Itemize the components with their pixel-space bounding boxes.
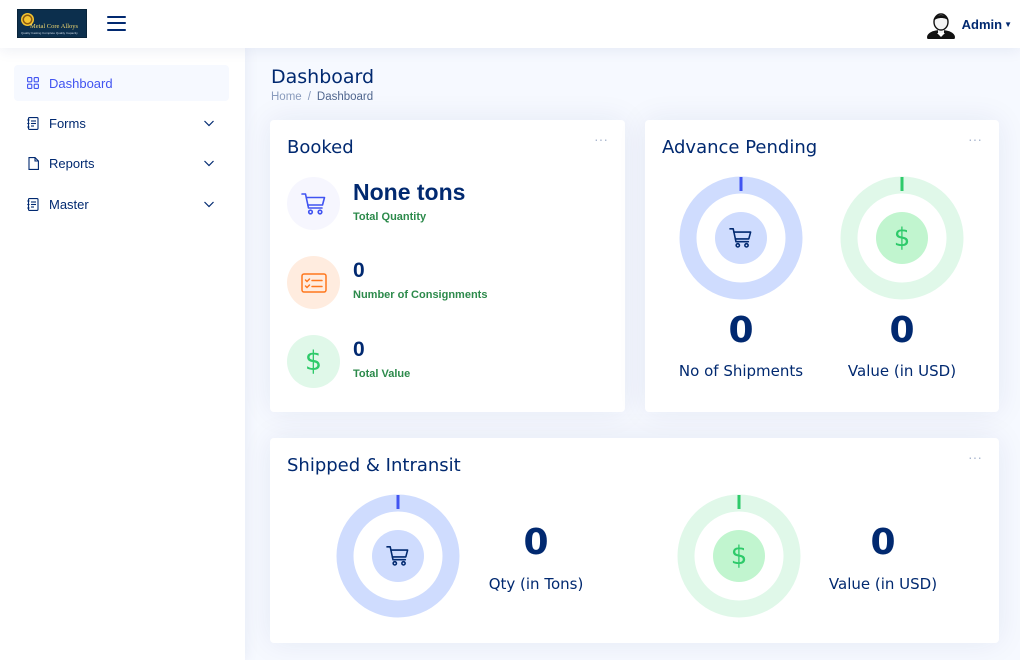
chevron-down-icon	[204, 120, 214, 127]
sidebar-item-forms[interactable]: Forms	[14, 105, 229, 141]
sidebar-item-master[interactable]: Master	[14, 186, 229, 222]
value-usd-label: Value (in USD)	[828, 575, 938, 593]
logo-sunflower-icon	[21, 13, 34, 26]
logo-brand-text: Metal Core Alloys	[30, 23, 79, 30]
card-title: Advance Pending	[662, 137, 818, 158]
shipments-count: 0	[728, 310, 754, 351]
cart-icon	[715, 212, 767, 264]
booked-row-total-value: $ 0 Total Value	[287, 335, 587, 389]
admin-username: Admin	[961, 16, 1003, 32]
top-header: Metal Core Alloys Quality Casting Comple…	[0, 0, 1020, 48]
journal-text-icon	[26, 116, 40, 130]
chevron-down-icon	[204, 201, 214, 208]
donut-progress-marker	[739, 177, 743, 191]
dollar-icon: $	[713, 530, 765, 582]
booked-card: Booked ··· None tons Total Quantity 0 Nu…	[270, 120, 625, 412]
breadcrumb-current: Dashboard	[316, 91, 374, 103]
page-title: Dashboard	[271, 66, 375, 88]
donut-progress-marker	[900, 177, 904, 191]
donut-progress-marker	[737, 495, 741, 509]
total-quantity-label: Total Quantity	[353, 211, 427, 223]
advance-pending-card: Advance Pending ··· 0 No of Shipments $ …	[645, 120, 999, 412]
logo-tagline: Quality Casting Complete Quality Capacit…	[21, 31, 78, 35]
card-title: Shipped & Intransit	[287, 455, 461, 476]
journal-text-icon	[26, 197, 40, 211]
sidebar-item-label: Dashboard	[49, 75, 113, 91]
total-value-label: Total Value	[353, 368, 411, 380]
booked-row-consignments: 0 Number of Consignments	[287, 256, 587, 310]
more-options-icon[interactable]: ···	[968, 449, 982, 465]
grid-icon	[26, 76, 40, 90]
card-title: Booked	[287, 137, 354, 158]
qty-tons-label: Qty (in Tons)	[488, 575, 584, 593]
breadcrumb-home-link[interactable]: Home	[271, 91, 302, 103]
chevron-down-icon	[204, 160, 214, 167]
shipped-intransit-card: Shipped & Intransit ··· 0 Qty (in Tons) …	[270, 438, 999, 643]
caret-down-icon: ▼	[1004, 19, 1012, 29]
consignments-value: 0	[353, 259, 365, 282]
sidebar: Dashboard Forms Reports Master	[0, 48, 245, 660]
value-usd-label: Value (in USD)	[847, 362, 957, 380]
value-usd-donut: $	[677, 494, 801, 618]
cart-icon	[287, 177, 340, 230]
consignments-label: Number of Consignments	[353, 289, 488, 301]
profile-dropdown[interactable]: Admin ▼	[926, 8, 1012, 40]
sidebar-item-dashboard[interactable]: Dashboard	[14, 65, 229, 101]
donut-progress-marker	[396, 495, 400, 509]
dollar-icon: $	[287, 335, 340, 388]
breadcrumb: Home / Dashboard	[271, 91, 373, 103]
file-icon	[26, 156, 40, 170]
shipments-donut	[679, 176, 803, 300]
qty-tons-value: 0	[523, 522, 549, 563]
sidebar-item-label: Master	[49, 196, 89, 212]
cart-icon	[372, 530, 424, 582]
company-logo[interactable]: Metal Core Alloys Quality Casting Comple…	[17, 9, 87, 38]
total-value-value: 0	[353, 338, 365, 361]
value-usd-donut: $	[840, 176, 964, 300]
qty-tons-donut	[336, 494, 460, 618]
value-usd-amount: 0	[870, 522, 896, 563]
sidebar-item-label: Forms	[49, 115, 86, 131]
sidebar-item-reports[interactable]: Reports	[14, 145, 229, 181]
hamburger-menu-icon[interactable]	[107, 15, 126, 32]
value-usd-amount: 0	[889, 310, 915, 351]
sidebar-item-label: Reports	[49, 155, 95, 171]
card-checklist-icon	[287, 256, 340, 309]
booked-row-quantity: None tons Total Quantity	[287, 177, 587, 231]
shipments-label: No of Shipments	[678, 362, 804, 380]
more-options-icon[interactable]: ···	[594, 131, 608, 147]
dollar-icon: $	[876, 212, 928, 264]
more-options-icon[interactable]: ···	[968, 131, 982, 147]
avatar	[926, 13, 955, 39]
total-quantity-value: None tons	[353, 179, 466, 205]
breadcrumb-separator: /	[307, 91, 311, 103]
